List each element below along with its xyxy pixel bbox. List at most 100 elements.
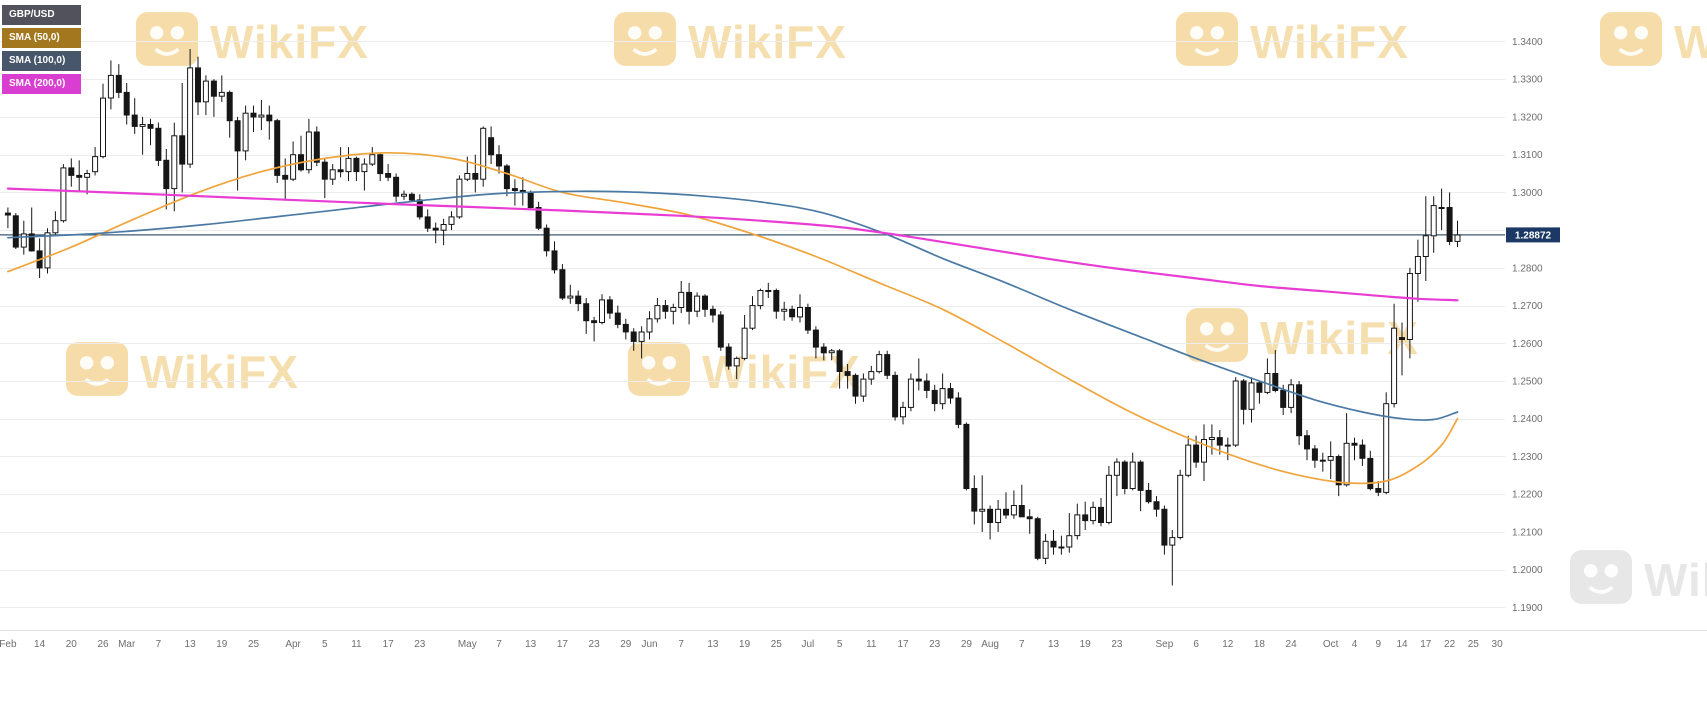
candle-body	[266, 114, 273, 122]
candle-body	[1272, 373, 1279, 391]
candle-body	[662, 305, 669, 312]
price-axis-label: 1.2300	[1512, 452, 1543, 463]
time-axis-label: 29	[620, 639, 632, 650]
candle-body	[179, 135, 186, 165]
time-axis-label: 25	[248, 639, 260, 650]
candle-body	[440, 224, 447, 231]
candle-body	[1319, 459, 1326, 462]
watermark-text: WikiFX	[1674, 15, 1707, 68]
candle-body	[393, 176, 400, 197]
candle-body	[646, 318, 653, 333]
candle-body	[686, 291, 693, 312]
candle-body	[741, 327, 748, 359]
candle-body	[812, 329, 819, 348]
candle-body	[123, 91, 130, 116]
time-axis-label: 23	[929, 639, 941, 650]
candle-body	[496, 154, 502, 167]
time-axis-label: 14	[34, 639, 46, 650]
candle-body	[1422, 235, 1429, 258]
candle-body	[195, 67, 201, 103]
time-axis-label: 5	[837, 639, 843, 650]
candle-body	[210, 80, 217, 97]
price-axis-label: 1.3100	[1512, 150, 1543, 161]
candle-body	[52, 220, 59, 234]
candle-body	[1105, 474, 1112, 523]
candle-body	[1256, 382, 1263, 393]
candle-body	[171, 135, 178, 190]
candle-body	[385, 173, 392, 178]
candle-body	[1129, 461, 1136, 490]
legend-symbol[interactable]: GBP/USD	[2, 5, 81, 25]
candle-body	[923, 380, 930, 391]
candle-body	[575, 295, 582, 305]
candle-body	[234, 120, 241, 152]
candle-body	[1177, 474, 1184, 538]
candle-body	[448, 216, 455, 225]
price-axis-label: 1.3400	[1512, 37, 1543, 48]
candle-body	[1414, 256, 1421, 274]
price-axis-label: 1.3300	[1512, 75, 1543, 86]
candle-body	[44, 232, 51, 269]
wikifx-logo-icon	[614, 12, 676, 71]
candle-body	[115, 74, 122, 93]
candle-body	[155, 127, 162, 161]
candle-body	[1050, 540, 1057, 548]
candle-body	[1153, 501, 1160, 510]
candle-body	[503, 165, 510, 190]
time-axis-label: 7	[496, 639, 502, 650]
legend-sma-200[interactable]: SMA (200,0)	[2, 74, 81, 94]
candle-body	[567, 295, 574, 299]
candle-body	[258, 114, 265, 118]
candle-body	[12, 215, 19, 248]
candle-body	[559, 269, 566, 299]
candle-body	[1169, 537, 1176, 546]
time-axis-label: 14	[1396, 639, 1408, 650]
time-axis-label: 29	[961, 639, 973, 650]
candle-body	[147, 124, 154, 129]
candle-body	[68, 167, 75, 176]
chart-legend: GBP/USD SMA (50,0) SMA (100,0) SMA (200,…	[2, 5, 81, 94]
time-axis-label: 23	[414, 639, 426, 650]
candle-body	[844, 371, 851, 376]
candle-body	[202, 80, 209, 103]
candle-body	[163, 159, 170, 190]
candle-body	[377, 154, 384, 175]
candle-body	[305, 131, 312, 171]
candle-body	[804, 307, 811, 331]
legend-sma-50[interactable]: SMA (50,0)	[2, 28, 81, 48]
time-axis-label: 9	[1376, 639, 1382, 650]
time-axis-label: 17	[1420, 639, 1432, 650]
candle-body	[773, 290, 780, 312]
candle-body	[931, 389, 938, 405]
time-axis-label: 20	[66, 639, 78, 650]
candle-body	[1335, 456, 1342, 486]
price-axis-label: 1.2100	[1512, 527, 1543, 538]
candle-body	[963, 423, 970, 489]
time-axis-label: 19	[739, 639, 751, 650]
time-axis-label: 7	[156, 639, 162, 650]
candle-body	[638, 331, 645, 342]
candle-body	[979, 508, 986, 512]
candle-body	[939, 388, 946, 405]
wikifx-watermark: WikiFX	[1570, 550, 1707, 609]
candle-body	[321, 161, 328, 180]
candle-body	[670, 307, 677, 312]
candle-body	[432, 227, 439, 231]
candle-body	[84, 173, 91, 178]
candle-body	[614, 312, 621, 325]
candle-body	[242, 112, 249, 152]
time-axis-label: 13	[1048, 639, 1060, 650]
time-axis-label: May	[458, 639, 477, 650]
candle-body	[1343, 442, 1350, 486]
time-axis-label: 17	[383, 639, 395, 650]
time-axis-label: 11	[866, 639, 877, 650]
legend-sma-100[interactable]: SMA (100,0)	[2, 51, 81, 71]
candle-body	[1351, 442, 1358, 446]
candle-body	[781, 308, 788, 312]
gridlines	[0, 41, 1505, 608]
sma-100-line	[7, 190, 1459, 421]
time-axis-label: 7	[678, 639, 684, 650]
candle-body	[187, 67, 194, 165]
candle-body	[1240, 380, 1247, 410]
price-axis-label: 1.3000	[1512, 188, 1543, 199]
